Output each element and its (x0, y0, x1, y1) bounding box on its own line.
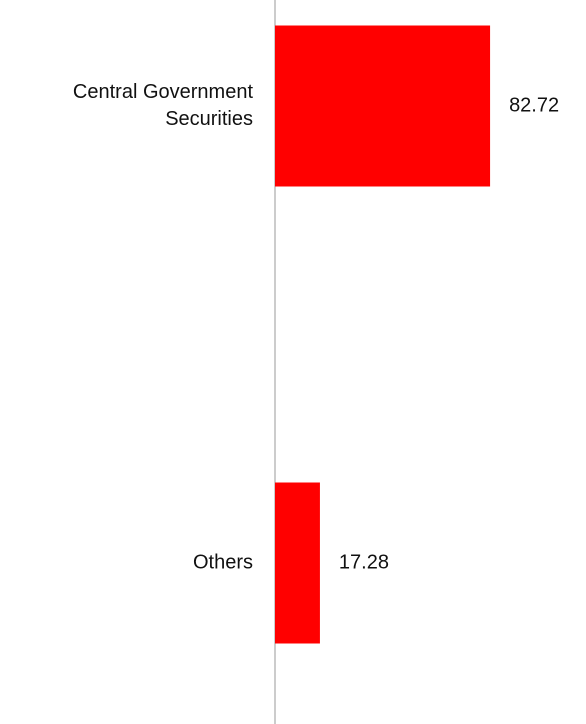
value-label: 82.72 (509, 94, 560, 117)
bar (275, 482, 320, 644)
category-label: Others (192, 551, 253, 574)
category-label: Central Government Securities (72, 81, 253, 130)
value-label: 17.28 (338, 551, 389, 574)
bar (275, 25, 491, 187)
